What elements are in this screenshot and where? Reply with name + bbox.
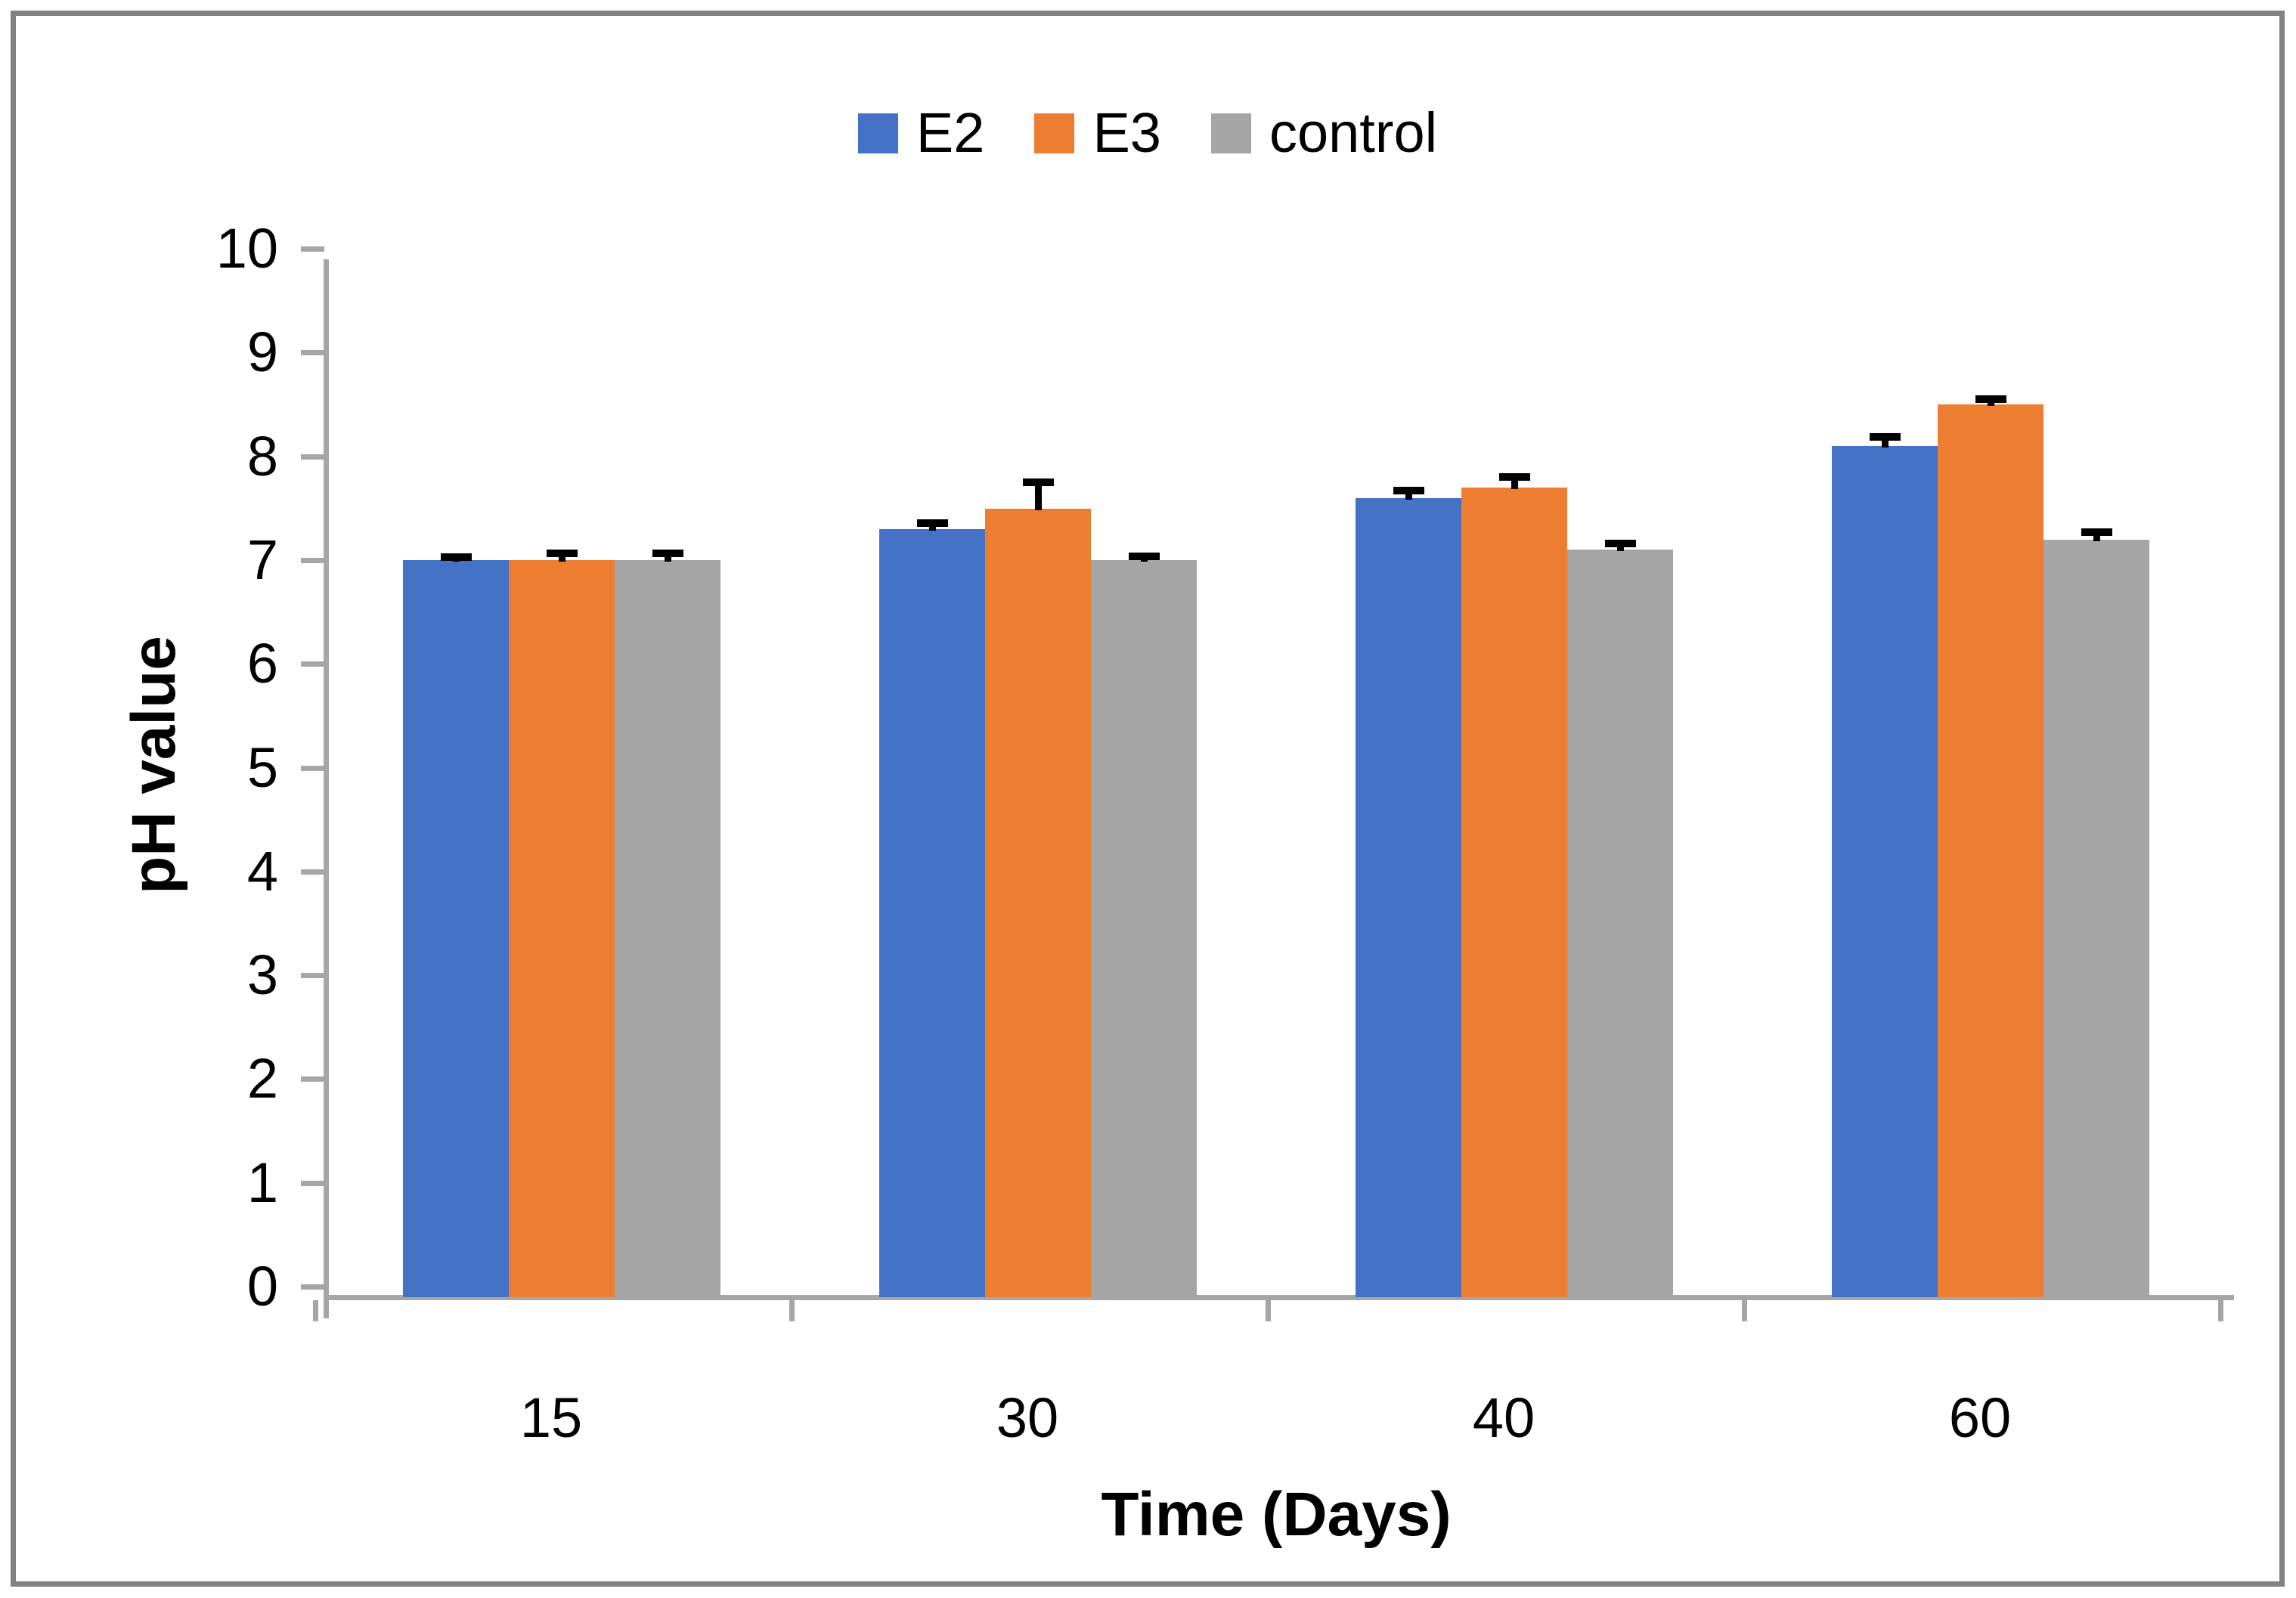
- x-category-label: 15: [519, 1386, 583, 1449]
- y-tick-label: 0: [246, 1255, 278, 1318]
- x-axis-line: [324, 1295, 2234, 1300]
- bar-E2-day15: [403, 560, 509, 1297]
- error-bar-control-day15: [664, 553, 671, 562]
- bar-E3-day60: [1938, 404, 2043, 1297]
- bar-E3-day40: [1461, 488, 1567, 1297]
- bar-E2-day60: [1832, 446, 1938, 1297]
- error-cap-E3-day15: [546, 549, 578, 557]
- legend-swatch-control: [1210, 113, 1251, 153]
- error-cap-E2-day40: [1393, 487, 1424, 495]
- legend: E2 E3 control: [16, 105, 2279, 161]
- legend-label-e2: E2: [916, 101, 985, 164]
- x-axis-tick: [1266, 1300, 1271, 1321]
- x-axis-tick: [789, 1300, 795, 1321]
- x-category-label: 60: [1948, 1386, 2012, 1449]
- y-tick-label: 5: [246, 736, 278, 799]
- bar-E2-day30: [879, 528, 985, 1297]
- y-axis-line: [324, 259, 329, 1318]
- bar-control-day15: [615, 560, 720, 1297]
- y-axis-tick: [301, 350, 324, 356]
- bar-control-day40: [1567, 550, 1673, 1297]
- y-axis-tick: [301, 1284, 324, 1290]
- error-cap-control-day15: [652, 549, 683, 557]
- error-cap-E3-day30: [1022, 478, 1054, 487]
- y-tick-label: 6: [246, 632, 278, 695]
- y-axis-tick: [301, 1180, 324, 1186]
- error-bar-E3-day40: [1511, 477, 1518, 490]
- bar-E3-day30: [985, 508, 1091, 1297]
- legend-item-e2: E2: [857, 101, 985, 164]
- y-tick-label: 7: [246, 528, 278, 591]
- y-axis-tick: [301, 765, 324, 771]
- y-tick-label: 8: [246, 424, 278, 488]
- y-axis-tick: [301, 454, 324, 460]
- error-bar-E3-day15: [558, 553, 565, 562]
- legend-swatch-e3: [1034, 113, 1075, 153]
- error-cap-E2-day15: [440, 553, 472, 562]
- error-bar-E2-day30: [928, 522, 936, 531]
- x-category-label: 40: [1472, 1386, 1535, 1449]
- x-axis-tick: [313, 1300, 318, 1321]
- error-cap-E2-day60: [1869, 432, 1901, 441]
- x-axis-title: Time (Days): [1101, 1480, 1452, 1549]
- error-cap-E3-day40: [1498, 473, 1530, 482]
- error-bar-E3-day30: [1034, 482, 1042, 510]
- bar-E3-day15: [509, 560, 615, 1297]
- bar-E2-day40: [1356, 497, 1461, 1297]
- error-bar-E2-day40: [1405, 491, 1412, 500]
- legend-label-e3: E3: [1092, 101, 1161, 164]
- error-cap-E3-day60: [1975, 395, 2006, 404]
- error-cap-control-day30: [1128, 552, 1160, 560]
- legend-item-e3: E3: [1034, 105, 1161, 161]
- y-tick-label: 4: [246, 839, 278, 903]
- y-axis-tick: [301, 973, 324, 979]
- error-cap-E2-day30: [916, 519, 948, 527]
- legend-label-control: control: [1269, 101, 1438, 164]
- error-bar-control-day60: [2093, 532, 2100, 541]
- x-category-label: 30: [996, 1386, 1059, 1449]
- y-tick-label: 2: [246, 1047, 278, 1110]
- y-tick-label: 3: [246, 943, 278, 1007]
- y-axis-tick: [301, 661, 324, 667]
- error-bar-control-day40: [1616, 544, 1624, 552]
- legend-item-control: control: [1210, 101, 1438, 164]
- y-axis-tick: [301, 246, 324, 252]
- plot-area: [324, 259, 2229, 1297]
- bar-control-day60: [2043, 539, 2149, 1297]
- error-bar-E2-day60: [1881, 436, 1889, 448]
- error-cap-control-day40: [1604, 540, 1636, 548]
- error-cap-control-day60: [2081, 528, 2112, 537]
- y-axis-tick: [301, 557, 324, 563]
- y-tick-label: 10: [215, 217, 278, 280]
- x-axis-tick: [2218, 1300, 2223, 1321]
- x-axis-tick: [1742, 1300, 1747, 1321]
- y-axis-tick: [301, 1076, 324, 1082]
- y-tick-label: 9: [246, 321, 278, 384]
- y-tick-label: 1: [246, 1150, 278, 1214]
- y-axis-tick: [301, 869, 324, 875]
- legend-swatch-e2: [857, 113, 898, 153]
- bar-control-day30: [1091, 560, 1197, 1297]
